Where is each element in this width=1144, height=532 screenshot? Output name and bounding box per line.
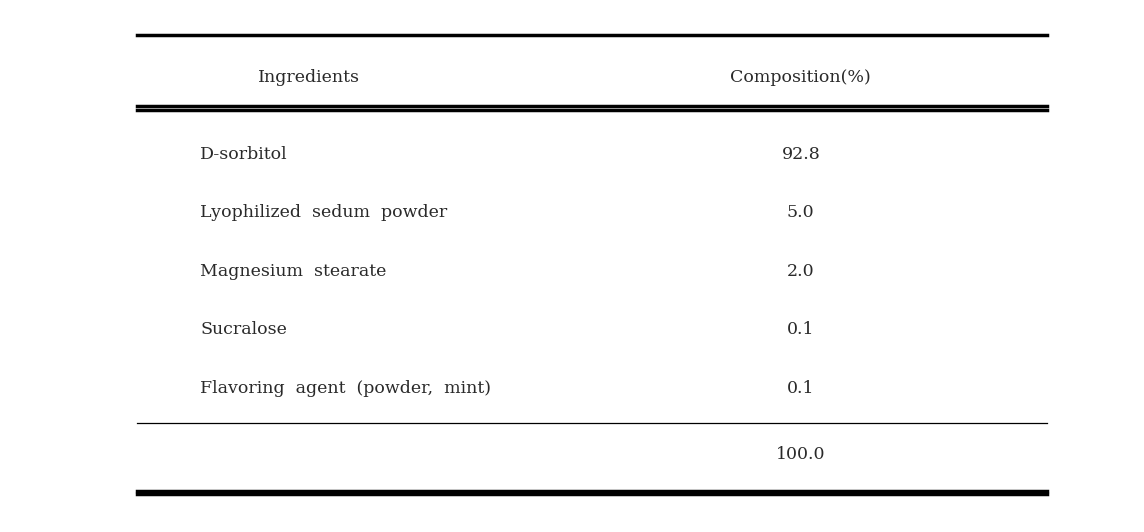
- Text: 5.0: 5.0: [787, 204, 815, 221]
- Text: 0.1: 0.1: [787, 380, 815, 397]
- Text: Flavoring  agent  (powder,  mint): Flavoring agent (powder, mint): [200, 380, 491, 397]
- Text: 92.8: 92.8: [781, 146, 820, 163]
- Text: Composition(%): Composition(%): [730, 69, 872, 86]
- Text: Ingredients: Ingredients: [257, 69, 360, 86]
- Text: Lyophilized  sedum  powder: Lyophilized sedum powder: [200, 204, 447, 221]
- Text: 0.1: 0.1: [787, 321, 815, 338]
- Text: D-sorbitol: D-sorbitol: [200, 146, 288, 163]
- Text: Magnesium  stearate: Magnesium stearate: [200, 263, 387, 280]
- Text: 2.0: 2.0: [787, 263, 815, 280]
- Text: 100.0: 100.0: [776, 446, 826, 463]
- Text: Sucralose: Sucralose: [200, 321, 287, 338]
